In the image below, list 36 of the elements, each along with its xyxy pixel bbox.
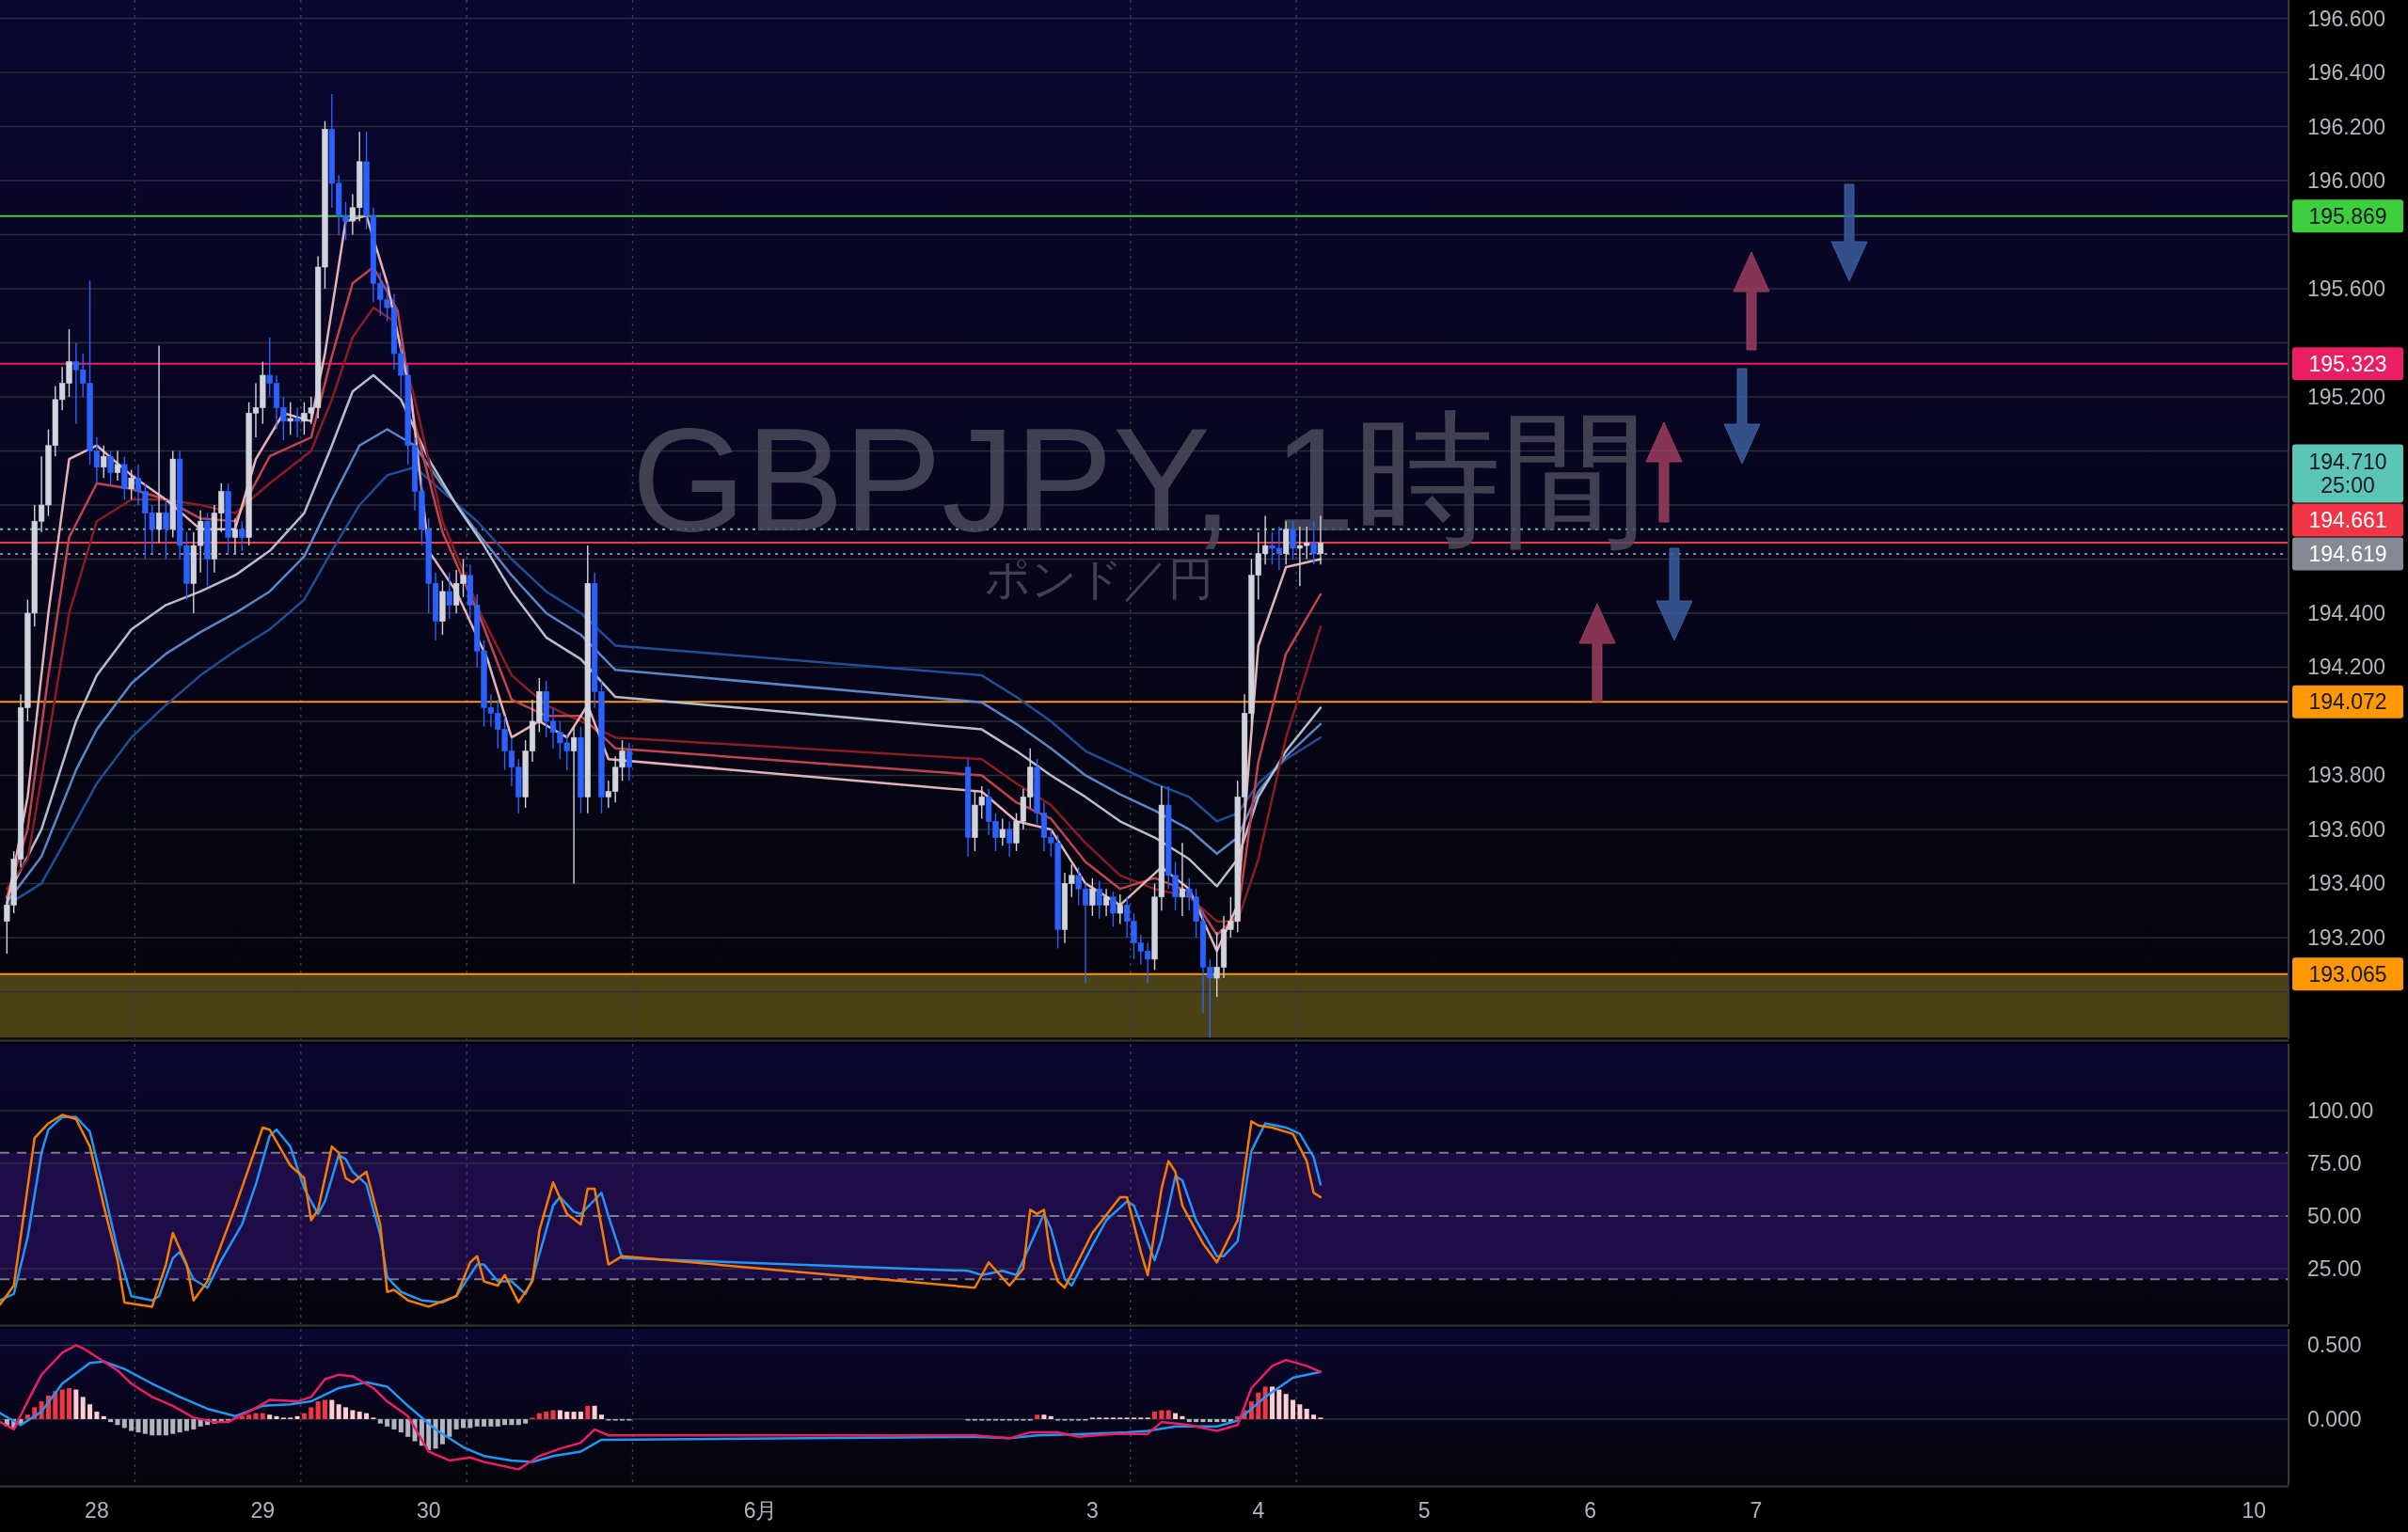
x-tick-label: 6月	[743, 1498, 778, 1523]
x-tick-label: 3	[1085, 1498, 1099, 1523]
y-tick-label: 50.00	[2307, 1204, 2362, 1229]
y-tick-label: 100.00	[2307, 1098, 2374, 1124]
ref-line-label: 194.619	[2308, 542, 2387, 567]
x-tick-label: 4	[1252, 1498, 1265, 1523]
y-tick-label: 194.400	[2307, 600, 2386, 625]
ref-line-label: 194.710 25:00	[2308, 449, 2387, 498]
x-tick-label: 7	[1750, 1498, 1763, 1523]
y-tick-label: 193.200	[2307, 924, 2386, 950]
ref-line-label: 193.065	[2308, 961, 2387, 987]
x-tick-label: 29	[250, 1498, 276, 1523]
y-tick-label: 0.500	[2307, 1333, 2362, 1358]
y-tick-label: 193.400	[2307, 871, 2386, 896]
y-tick-label: 196.200	[2307, 114, 2386, 139]
ref-line-label: 195.323	[2308, 351, 2387, 376]
ref-line-label: 195.869	[2308, 203, 2387, 229]
y-tick-label: 25.00	[2307, 1256, 2362, 1282]
x-tick-label: 5	[1418, 1498, 1431, 1523]
y-tick-label: 195.600	[2307, 276, 2386, 302]
text: ポンド／円	[984, 554, 1213, 605]
y-tick-label: 194.200	[2307, 655, 2386, 680]
y-tick-label: 196.600	[2307, 6, 2386, 31]
y-tick-label: 193.800	[2307, 763, 2386, 788]
y-tick-label: 196.400	[2307, 60, 2386, 86]
x-tick-label: 6	[1584, 1498, 1596, 1523]
x-tick-label: 28	[85, 1498, 109, 1523]
x-tick-label: 30	[416, 1498, 441, 1523]
y-tick-label: 196.000	[2307, 168, 2386, 194]
y-tick-label: 0.000	[2307, 1406, 2362, 1431]
ref-line-label: 194.661	[2308, 508, 2387, 533]
y-tick-label: 195.200	[2307, 384, 2386, 409]
x-tick-label: 10	[2242, 1498, 2267, 1523]
y-tick-label: 193.600	[2307, 816, 2386, 842]
y-tick-label: 75.00	[2307, 1151, 2362, 1177]
ref-line-label: 194.072	[2308, 689, 2387, 715]
